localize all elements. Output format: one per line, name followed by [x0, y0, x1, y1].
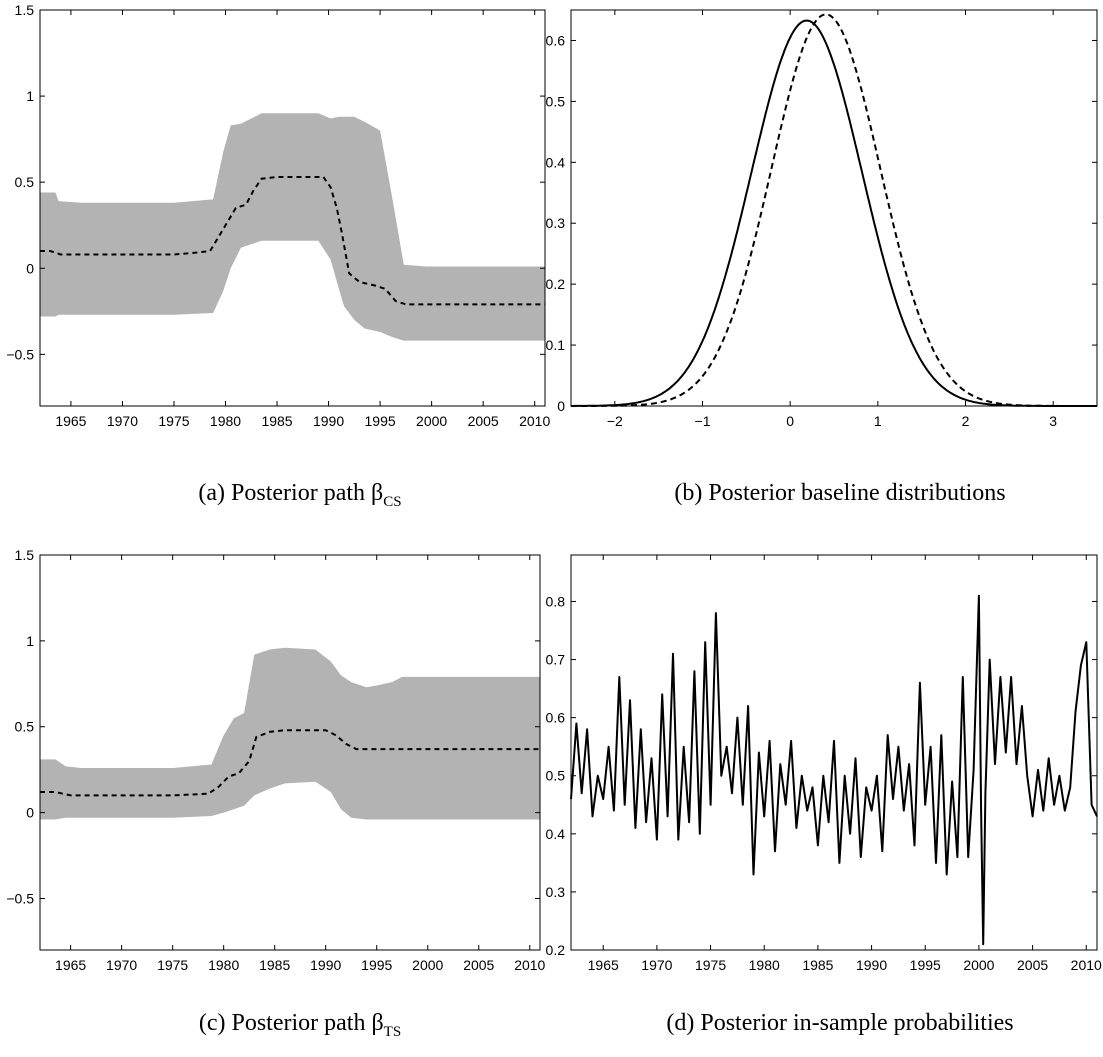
x-tick-label-d: 1975: [695, 957, 726, 973]
x-tick-label-c: 1965: [55, 957, 86, 973]
median-line-c: [40, 729, 540, 797]
x-tick-label-d: 1990: [856, 957, 887, 973]
credible-band-c: [40, 647, 540, 820]
y-tick-label-d: 0.2: [546, 942, 566, 958]
axes-frame-a: [39, 9, 546, 407]
caption-d: (d) Posterior in-sample probabilities: [666, 1010, 1014, 1036]
x-tick-label-b: −2: [607, 413, 623, 429]
series-line-d-1: [570, 594, 1098, 946]
x-tick-label-c: 1975: [157, 957, 188, 973]
x-tick-label-a: 1970: [107, 413, 138, 429]
y-tick-label-b: 0: [557, 398, 565, 414]
y-tick-label-b: 0.6: [546, 32, 566, 48]
x-tick-label-c: 1980: [208, 957, 239, 973]
axes-frame-b: [570, 9, 1098, 407]
axes-frame-d: [570, 554, 1098, 951]
y-tick-label-c: −0.5: [6, 890, 34, 906]
x-tick-label-b: 1: [874, 413, 882, 429]
y-tick-label-a: −0.5: [6, 346, 34, 362]
x-tick-label-d: 1995: [910, 957, 941, 973]
y-tick-label-d: 0.6: [546, 710, 566, 726]
series-line-b-1: [571, 19, 1097, 407]
y-tick-label-c: 0.5: [15, 719, 35, 735]
x-tick-label-a: 2010: [519, 413, 550, 429]
x-tick-label-c: 1995: [361, 957, 392, 973]
x-tick-label-d: 2000: [963, 957, 994, 973]
y-tick-label-b: 0.1: [546, 337, 566, 353]
x-tick-label-a: 2000: [416, 413, 447, 429]
y-tick-label-b: 0.4: [546, 154, 566, 170]
x-tick-label-c: 1990: [310, 957, 341, 973]
x-tick-label-a: 1975: [158, 413, 189, 429]
x-tick-label-c: 1970: [106, 957, 137, 973]
caption-c: (c) Posterior path βTS: [198, 1010, 402, 1040]
y-tick-label-d: 0.5: [546, 768, 566, 784]
x-tick-label-d: 2005: [1017, 957, 1048, 973]
y-tick-label-a: 0: [26, 260, 34, 276]
x-tick-label-a: 2005: [468, 413, 499, 429]
y-tick-label-b: 0.3: [546, 215, 566, 231]
x-tick-label-c: 2005: [463, 957, 494, 973]
y-tick-label-c: 1.5: [15, 547, 35, 563]
credible-band-a: [40, 113, 545, 341]
axes-frame-c: [39, 554, 541, 951]
y-tick-label-b: 0.5: [546, 93, 566, 109]
y-tick-label-a: 0.5: [15, 174, 35, 190]
caption-a: (a) Posterior path βCS: [198, 480, 402, 510]
x-tick-label-d: 1970: [641, 957, 672, 973]
y-tick-label-b: 0.2: [546, 276, 566, 292]
x-tick-label-a: 1995: [365, 413, 396, 429]
x-tick-label-a: 1985: [261, 413, 292, 429]
x-tick-label-a: 1965: [55, 413, 86, 429]
y-tick-label-d: 0.7: [546, 652, 566, 668]
x-tick-label-c: 1985: [259, 957, 290, 973]
y-tick-label-c: 1: [26, 633, 34, 649]
y-tick-label-d: 0.4: [546, 826, 566, 842]
x-tick-label-d: 2010: [1071, 957, 1102, 973]
y-tick-label-a: 1.5: [15, 2, 35, 18]
y-tick-label-c: 0: [26, 805, 34, 821]
x-tick-label-b: 3: [1049, 413, 1057, 429]
y-tick-label-d: 0.3: [546, 884, 566, 900]
x-tick-label-b: 0: [786, 413, 794, 429]
x-tick-label-b: −1: [695, 413, 711, 429]
y-tick-label-a: 1: [26, 88, 34, 104]
x-tick-label-b: 2: [962, 413, 970, 429]
x-tick-label-d: 1985: [802, 957, 833, 973]
x-tick-label-d: 1980: [749, 957, 780, 973]
y-tick-label-d: 0.8: [546, 593, 566, 609]
x-tick-label-a: 1980: [210, 413, 241, 429]
x-tick-label-d: 1965: [588, 957, 619, 973]
median-line-a: [40, 176, 545, 306]
x-tick-label-c: 2010: [514, 957, 545, 973]
series-line-b-2: [571, 13, 1097, 407]
x-tick-label-a: 1990: [313, 413, 344, 429]
x-tick-label-c: 2000: [412, 957, 443, 973]
caption-b: (b) Posterior baseline distributions: [674, 480, 1006, 506]
